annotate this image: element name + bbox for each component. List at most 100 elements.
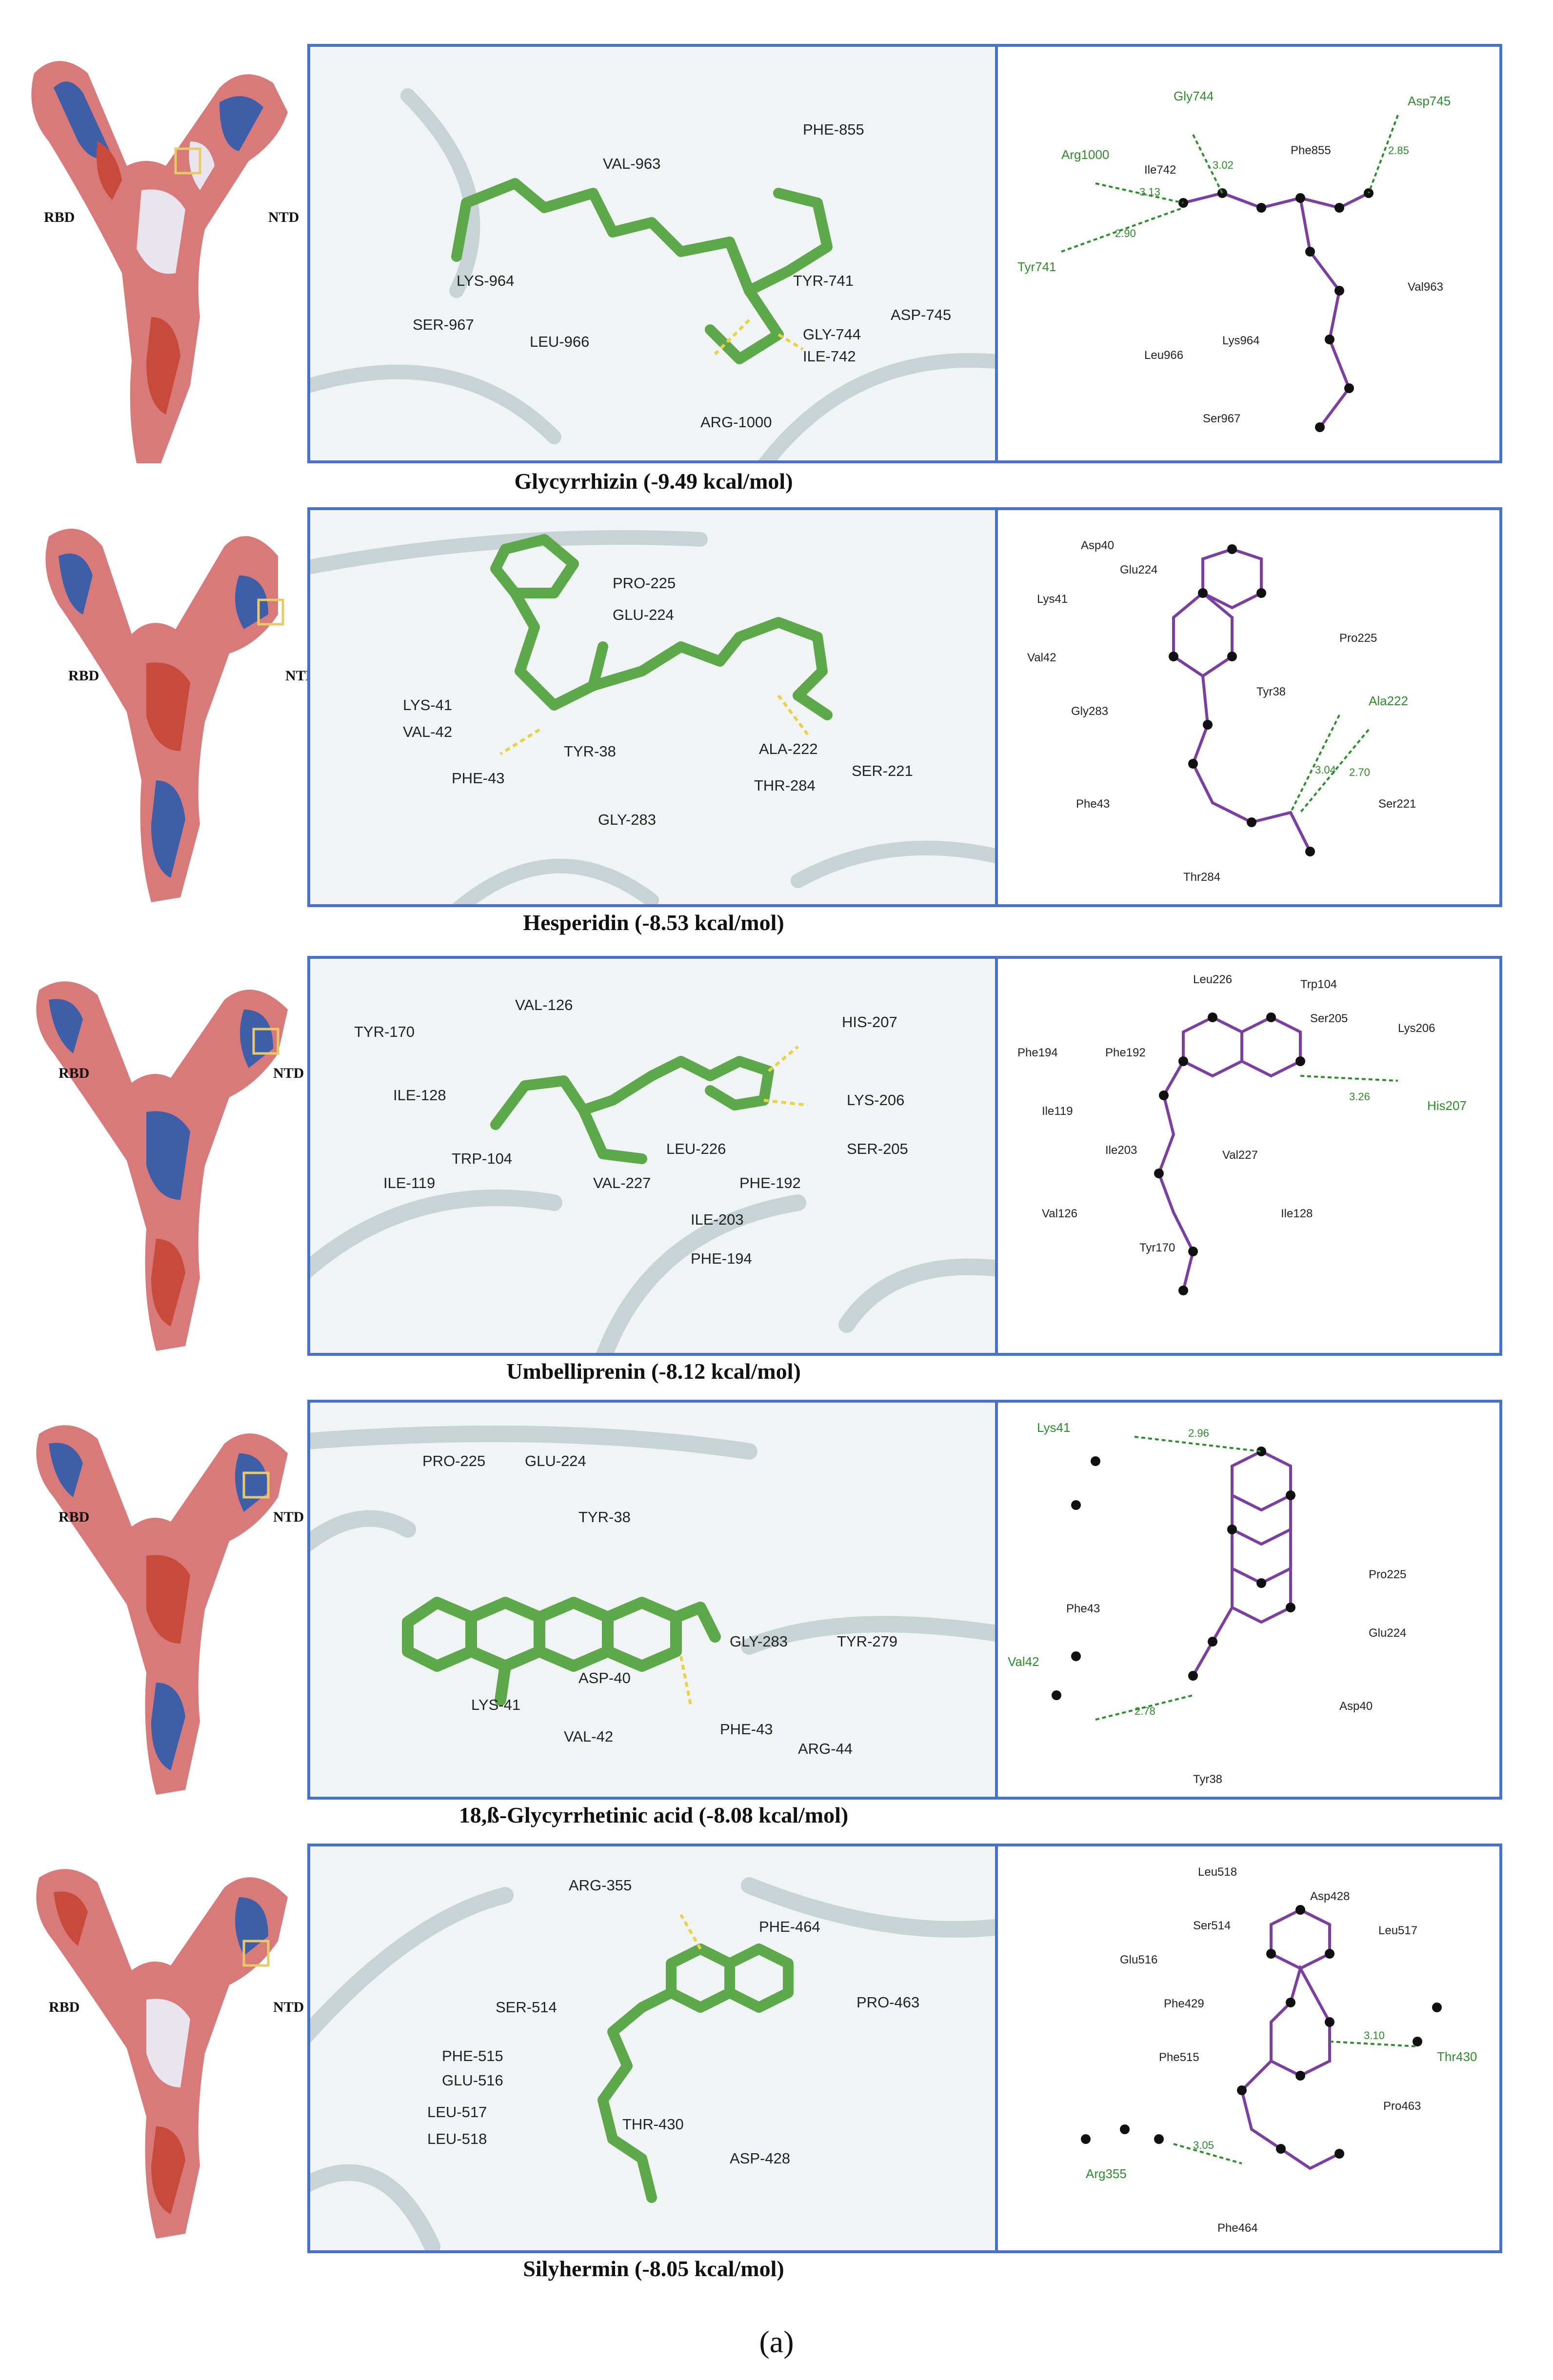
ribbon-background: [310, 88, 997, 460]
hbond-dashes: [1061, 115, 1399, 253]
hbond-distance: 2.96: [1188, 1427, 1209, 1439]
ligand-2d-skeleton: [1172, 547, 1312, 853]
hydrophobic-residue: Ser967: [1203, 412, 1240, 425]
residue-label: PRO-225: [422, 1452, 485, 1469]
residue-label: TYR-38: [564, 743, 616, 760]
docking-3d-panel-2: PRO-225 GLU-224 LYS-41 VAL-42 TYR-38 ALA…: [307, 507, 1000, 907]
hydrophobic-residue: Tyr38: [1256, 685, 1286, 698]
region-label-rbd: RBD: [49, 1999, 80, 2015]
hydrophobic-residue: Val126: [1042, 1207, 1077, 1220]
hydrophobic-residue: Leu966: [1144, 349, 1183, 362]
hbond-dashes: [1290, 714, 1370, 813]
ligand-sticks: [402, 1597, 721, 1706]
binding-site-box: [252, 1028, 279, 1055]
hbond-dashes: [1173, 2041, 1418, 2164]
spike-surface-shape: [31, 61, 288, 463]
hbond-distance: 3.05: [1193, 2139, 1214, 2151]
hbond-distance: 2.78: [1135, 1705, 1155, 1717]
residue-label: ALA-222: [759, 740, 818, 757]
residue-label: ILE-128: [393, 1087, 446, 1104]
hbond-residue: Arg1000: [1061, 147, 1109, 162]
ligand-sticks: [597, 1944, 794, 2203]
hbond-residue: His207: [1427, 1098, 1467, 1113]
protein-surface-5: RBD NTD: [36, 1869, 304, 2239]
ligand-2d-atoms: [1154, 1012, 1305, 1295]
hydrophobic-residue: Asp428: [1310, 1890, 1350, 1903]
hbond-residue: Tyr741: [1017, 259, 1056, 274]
hydrophobic-residue: Lys206: [1398, 1022, 1435, 1035]
residue-label: PHE-194: [691, 1250, 752, 1267]
hbond-residue: Val42: [1008, 1654, 1039, 1669]
hydrophobic-residue: Val963: [1408, 280, 1443, 294]
residue-label: TRP-104: [452, 1150, 512, 1167]
residue-label: PHE-192: [739, 1174, 801, 1191]
hydrophobic-residue: Glu224: [1120, 563, 1157, 576]
hydrophobic-residue: Leu517: [1378, 1924, 1417, 1937]
docking-3d-panel-4: PRO-225 GLU-224 TYR-38 GLY-283 TYR-279 A…: [307, 1400, 1000, 1800]
hydrophobic-residue: Phe43: [1066, 1602, 1100, 1615]
region-label-rbd: RBD: [44, 209, 75, 225]
hydrophobic-residue: Glu224: [1369, 1626, 1406, 1640]
region-label-ntd: NTD: [273, 1509, 304, 1525]
hydrophobic-residue: Phe515: [1159, 2051, 1199, 2064]
residue-label: GLU-516: [442, 2072, 503, 2089]
spike-surface-shape: [36, 1425, 288, 1795]
protein-surface-3: RBD NTD: [36, 981, 304, 1351]
binding-site-box: [174, 147, 201, 175]
hydrophobic-residue: Leu518: [1198, 1865, 1237, 1879]
complex-row-4: RBD NTD PRO-225 GLU-224 TYR-38 GLY-283 T…: [0, 1400, 1553, 1868]
protein-surface-2: RBD NTD: [45, 529, 316, 902]
residue-label: LEU-518: [427, 2130, 487, 2147]
residue-label: SER-967: [413, 316, 474, 333]
hydrophobic-residue: Ser514: [1193, 1919, 1231, 1932]
hbond-dashes: [1300, 1075, 1398, 1082]
hydrophobic-residue: Ile203: [1105, 1144, 1137, 1157]
hbond-dashes: [1095, 1436, 1262, 1721]
residue-label: PHE-464: [759, 1918, 820, 1935]
hbond-distance: 2.70: [1349, 766, 1370, 778]
hydrophobic-residue: Asp40: [1339, 1700, 1373, 1713]
hydrophobic-residue: Ile742: [1144, 163, 1176, 177]
complex-row-5: RBD NTD ARG-355 PHE-464 SER-514 PRO-463 …: [0, 1844, 1553, 2321]
hbond-lines: [763, 1045, 808, 1107]
residue-label: LEU-966: [530, 333, 589, 350]
hbond-distance: 3.13: [1139, 186, 1160, 198]
residue-label: VAL-963: [603, 155, 660, 172]
residue-label: PHE-43: [452, 770, 505, 787]
hbond-residue: Thr430: [1437, 2049, 1477, 2064]
hbond-residue: Asp745: [1408, 94, 1451, 108]
region-label-rbd: RBD: [68, 668, 99, 684]
residue-label: ARG-355: [569, 1877, 632, 1894]
hydrophobic-residue: Lys41: [1037, 593, 1068, 606]
residue-label: LYS-41: [471, 1696, 520, 1713]
hydrophobic-residue: Phe855: [1291, 144, 1331, 157]
residue-label: HIS-207: [842, 1013, 897, 1031]
hydrophobic-residue: Ile119: [1042, 1105, 1073, 1118]
residue-label: ILE-119: [383, 1174, 435, 1191]
residue-label: VAL-42: [564, 1728, 613, 1745]
hydrophobic-residue: Tyr38: [1193, 1773, 1222, 1786]
hbond-lines: [714, 318, 804, 356]
ligand-sticks: [451, 178, 833, 364]
residue-label: LYS-206: [847, 1091, 904, 1109]
docking-3d-panel-3: VAL-126 TYR-170 HIS-207 ILE-128 LYS-206 …: [307, 956, 1000, 1356]
hbond-lines: [499, 694, 809, 755]
ligand-2d-skeleton: [1192, 1449, 1292, 1677]
residue-label: ARG-1000: [700, 414, 772, 431]
residue-label: GLY-283: [598, 811, 656, 828]
complex-caption-5: Silyhermin (-8.05 kcal/mol): [523, 2256, 784, 2281]
hbond-residue: Arg355: [1086, 2166, 1127, 2181]
residue-label: ASP-428: [730, 2150, 790, 2167]
interaction-2d-panel-2: Ala222 Asp40 Glu224 Lys41 Pro225 Val42 T…: [995, 507, 1502, 907]
hbond-lines: [679, 1914, 702, 1950]
hbond-distance: 3.10: [1364, 2029, 1385, 2042]
hbond-residue: Gly744: [1174, 89, 1214, 103]
residue-label: ILE-742: [803, 348, 856, 365]
binding-site-box: [242, 1940, 270, 1967]
hbond-distance: 2.85: [1388, 144, 1409, 157]
residue-label: SER-205: [847, 1140, 908, 1157]
hbond-distance: 3.26: [1349, 1091, 1370, 1103]
residue-label: LEU-226: [666, 1140, 726, 1157]
hydrophobic-residue: Val227: [1222, 1149, 1258, 1162]
hbond-residue: Lys41: [1037, 1420, 1070, 1435]
